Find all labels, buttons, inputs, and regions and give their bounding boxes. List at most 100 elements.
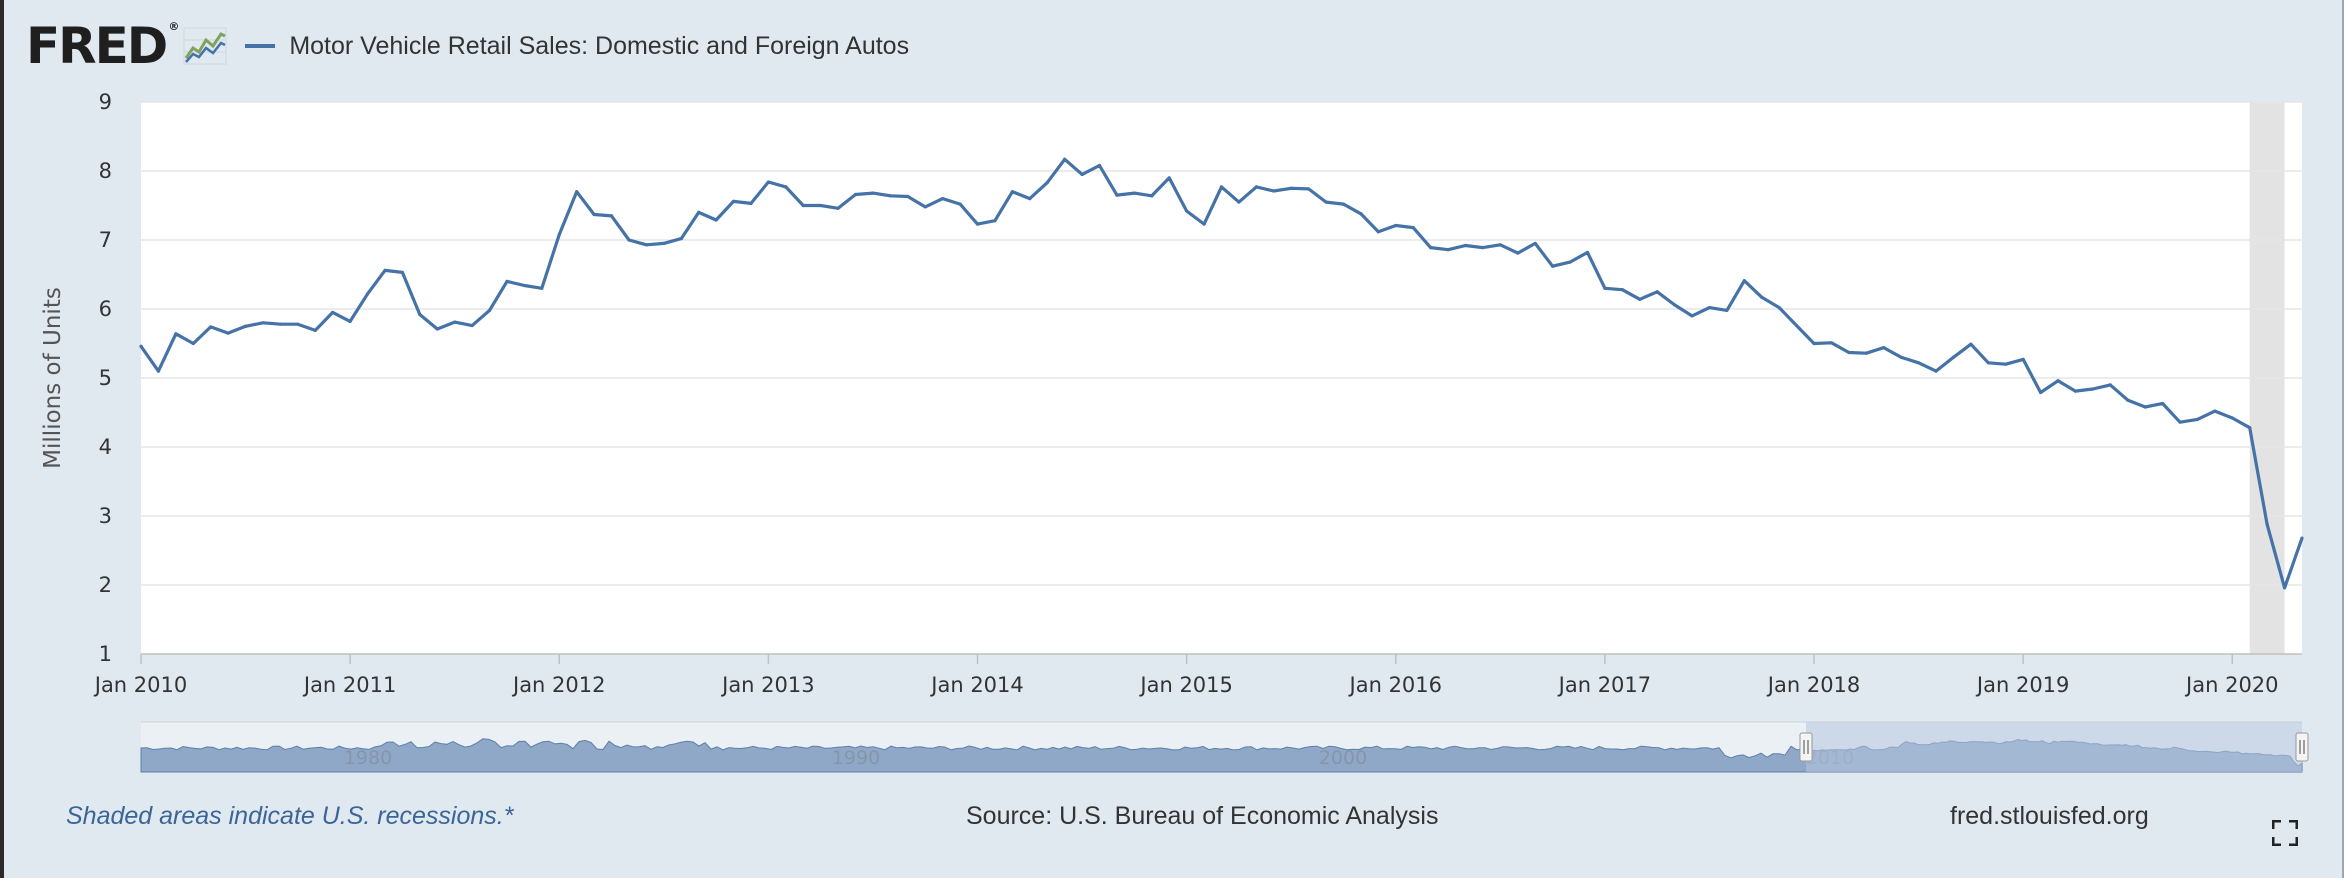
fullscreen-icon[interactable] <box>2272 820 2298 846</box>
data-point <box>557 232 561 237</box>
data-point <box>1446 248 1450 252</box>
data-point <box>2195 417 2200 421</box>
data-point <box>1864 351 1868 355</box>
data-point <box>1986 361 1990 365</box>
data-point <box>1237 200 1241 204</box>
data-point <box>1202 222 1206 226</box>
data-point <box>2265 522 2269 526</box>
data-point <box>1115 193 1119 197</box>
data-point <box>1795 323 1799 328</box>
data-point <box>871 191 875 195</box>
data-point <box>1463 243 1468 248</box>
data-point <box>1882 346 1886 350</box>
data-point <box>1411 225 1415 230</box>
data-point <box>226 331 230 335</box>
data-point <box>400 270 405 275</box>
data-point <box>1603 286 1607 290</box>
data-point <box>1847 350 1851 355</box>
data-point <box>1376 230 1380 234</box>
data-point <box>1341 202 1346 206</box>
data-point <box>2230 416 2234 420</box>
y-tick-label: 7 <box>99 228 112 252</box>
data-point <box>575 190 579 194</box>
gridlines <box>141 101 2302 586</box>
y-tick-label: 4 <box>99 435 112 459</box>
x-tick-label: Jan 2012 <box>511 673 606 697</box>
data-point <box>348 319 352 324</box>
legend-swatch <box>245 44 276 48</box>
data-point <box>958 202 962 206</box>
data-point <box>174 332 178 336</box>
data-point <box>2091 387 2095 391</box>
data-point <box>139 344 143 348</box>
data-point <box>1673 303 1677 307</box>
data-point <box>2038 390 2043 395</box>
data-point <box>1272 189 1276 193</box>
fred-logo[interactable]: FRED ® <box>26 21 179 71</box>
navigator-handle-left[interactable] <box>1799 732 1813 762</box>
data-point <box>1359 212 1363 216</box>
data-point <box>1307 187 1311 191</box>
data-point <box>2056 379 2060 383</box>
data-point <box>1742 279 1746 283</box>
navigator-label: 1980 <box>344 747 392 769</box>
data-point <box>1969 342 1973 346</box>
x-tick-label: Jan 2020 <box>2184 673 2279 697</box>
legend[interactable]: Motor Vehicle Retail Sales: Domestic and… <box>245 32 909 61</box>
data-point <box>156 369 161 373</box>
data-point <box>435 327 439 331</box>
data-point <box>1289 186 1293 190</box>
x-tick-label: Jan 2015 <box>1138 673 1233 697</box>
data-point <box>191 341 195 346</box>
fred-logo-text: FRED <box>26 17 168 75</box>
data-point <box>1045 181 1049 185</box>
navigator-selected-range[interactable] <box>1806 722 2302 772</box>
data-point <box>1429 245 1433 250</box>
data-point <box>331 310 335 315</box>
data-point <box>644 243 648 247</box>
data-point <box>1150 194 1154 198</box>
data-point <box>1934 369 1938 373</box>
data-point <box>1620 288 1624 292</box>
x-tick-label: Jan 2013 <box>720 673 815 697</box>
data-point <box>749 201 753 206</box>
recession-note: Shaded areas indicate U.S. recessions.* <box>66 802 514 830</box>
data-point <box>2143 405 2147 409</box>
x-tick-label: Jan 2019 <box>1975 673 2070 697</box>
data-point <box>1690 314 1694 318</box>
data-point <box>2178 420 2182 424</box>
data-point <box>261 321 265 325</box>
data-point <box>697 210 701 214</box>
data-point <box>993 219 997 223</box>
source-text: Source: U.S. Bureau of Economic Analysis <box>966 802 1439 830</box>
site-link[interactable]: fred.stlouisfed.org <box>1950 802 2149 830</box>
data-point <box>313 328 317 332</box>
data-point <box>2126 398 2130 402</box>
data-point <box>1185 209 1189 213</box>
data-point <box>365 292 370 296</box>
data-point <box>1707 306 1712 310</box>
data-point <box>1585 250 1590 255</box>
data-point <box>819 203 823 208</box>
y-tick-label: 5 <box>99 366 112 390</box>
chart-header: FRED ® Motor Vehicle Retail Sales: Domest… <box>26 16 909 76</box>
navigator-handle-right[interactable] <box>2295 732 2309 762</box>
data-point <box>209 325 213 329</box>
data-point <box>1167 176 1171 180</box>
data-point <box>801 203 805 208</box>
data-point <box>2021 357 2025 361</box>
x-tick-label: Jan 2017 <box>1557 673 1652 697</box>
data-point <box>1812 341 1816 346</box>
data-point <box>1568 260 1572 264</box>
y-tick-label: 8 <box>99 159 112 183</box>
data-point <box>1097 163 1102 168</box>
data-point <box>906 194 910 199</box>
navigator[interactable]: 1980199020002010 <box>140 721 2309 773</box>
data-point <box>731 199 736 203</box>
data-point <box>2073 389 2078 393</box>
data-point <box>1254 185 1258 189</box>
legend-label: Motor Vehicle Retail Sales: Domestic and… <box>289 31 910 60</box>
data-point <box>592 212 596 217</box>
data-point <box>609 214 614 218</box>
data-point <box>453 320 457 324</box>
